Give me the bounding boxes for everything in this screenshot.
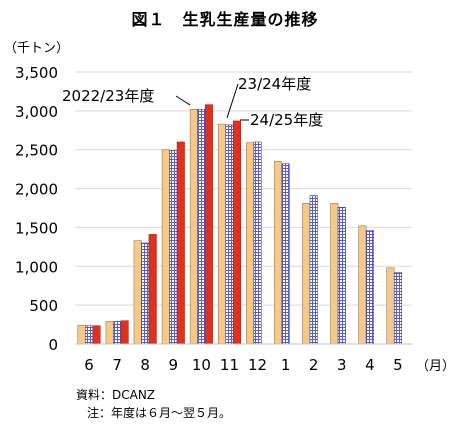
y-tick-label: 1,500 (15, 219, 58, 237)
series-label: 24/25年度 (250, 111, 323, 129)
y-tick-label: 3,000 (15, 103, 58, 121)
x-tick-label: 6 (84, 356, 94, 374)
bar (77, 325, 86, 345)
bar (105, 321, 114, 345)
bar (169, 150, 178, 345)
series-label: 23/24年度 (238, 75, 311, 93)
grid-lines (75, 71, 412, 306)
bar (113, 321, 122, 345)
y-tick-label: 2,500 (15, 142, 58, 160)
bar (393, 272, 402, 345)
bar (120, 320, 129, 345)
series-label: 2022/23年度 (62, 87, 154, 105)
bar (204, 104, 213, 345)
bar (365, 230, 374, 345)
leader-line (175, 95, 191, 106)
bar (197, 109, 206, 345)
bar (302, 203, 311, 345)
bar (309, 195, 318, 345)
bar (330, 203, 339, 345)
bar (337, 206, 346, 345)
axes: 0 500 1,000 1,500 2,000 2,500 3,000 3,500 （千トン） 6… (4, 41, 450, 374)
bar (225, 124, 234, 345)
x-tick-label: 7 (112, 356, 122, 374)
chart-title: 図１ 生乳生産量の推移 (131, 10, 319, 29)
bar (281, 163, 290, 345)
footnote: 注：年度は６月～翌５月。 (87, 406, 232, 420)
bar (148, 234, 157, 345)
bar (189, 109, 198, 345)
y-tick-label: 3,500 (15, 64, 58, 82)
series-annotations: 2022/23年度 23/24年度 24/25年度 (62, 75, 323, 129)
bar (141, 242, 150, 345)
y-tick-label: 2,000 (15, 181, 58, 199)
x-tick-label: 12 (248, 356, 267, 374)
bar (176, 141, 185, 345)
bar (253, 141, 262, 345)
x-tick-label: 9 (169, 356, 179, 374)
y-axis-unit-label: （千トン） (4, 41, 69, 56)
bar (217, 123, 226, 345)
bars (77, 104, 402, 345)
x-tick-label: 8 (140, 356, 150, 374)
bar (246, 142, 255, 345)
y-tick-label: 500 (29, 297, 58, 315)
bar (161, 149, 170, 345)
bar (85, 325, 94, 345)
bar (358, 225, 367, 345)
bar (232, 120, 241, 345)
x-axis-unit-label: （月） (416, 359, 450, 374)
bar (274, 161, 283, 345)
x-tick-label: 1 (281, 356, 291, 374)
source-note: 資料：DCANZ (76, 388, 156, 402)
leader-line (226, 83, 239, 119)
bar (92, 325, 101, 345)
x-tick-label: 3 (337, 356, 347, 374)
bar (133, 240, 142, 345)
x-tick-label: 5 (393, 356, 403, 374)
x-tick-label: 10 (192, 356, 211, 374)
y-tick-label: 0 (48, 336, 58, 354)
y-tick-label: 1,000 (15, 258, 58, 276)
x-tick-label: 2 (309, 356, 319, 374)
bar (386, 267, 395, 345)
x-tick-label: 4 (365, 356, 375, 374)
x-tick-label: 11 (220, 356, 239, 374)
